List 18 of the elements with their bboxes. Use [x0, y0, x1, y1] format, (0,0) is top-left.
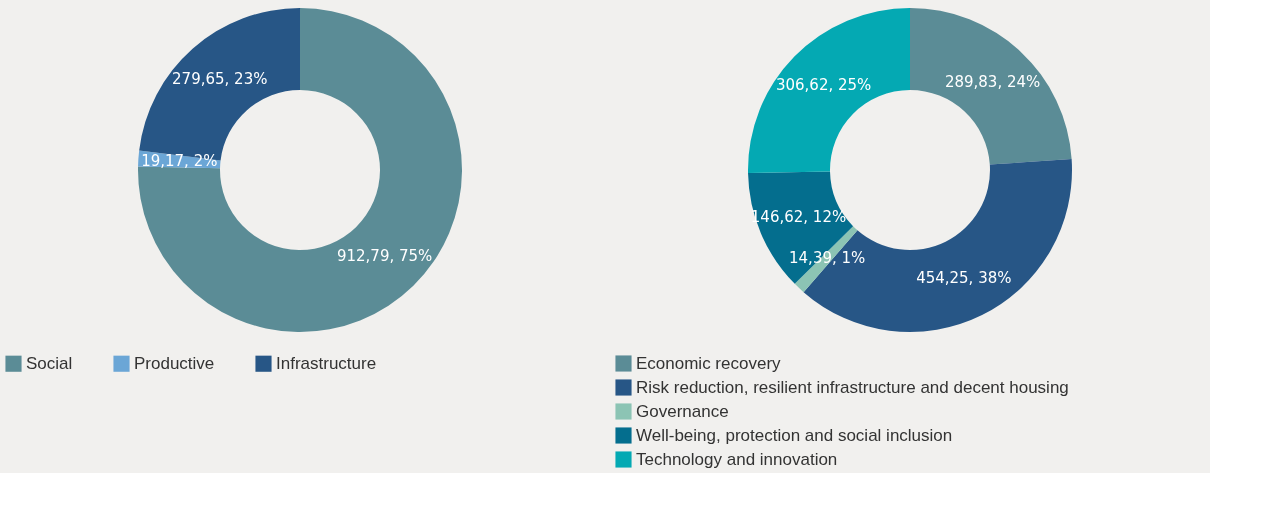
- donut-slice: [138, 8, 462, 332]
- data-label: 14,39, 1%: [789, 249, 866, 268]
- data-label: 289,83, 24%: [944, 72, 1041, 91]
- legend-label: Risk reduction, resilient infrastructure and decent housing: [636, 377, 1069, 397]
- legend-label: Well-being, protection and social inclusion: [636, 425, 953, 445]
- legend-label: Infrastructure: [276, 353, 377, 373]
- legend-label: Technology and innovation: [636, 449, 838, 469]
- data-label: 19,17, 2%: [141, 152, 218, 171]
- donut-slice: [910, 8, 1072, 165]
- legend-label: Productive: [134, 353, 215, 373]
- legend-label: Economic recovery: [636, 353, 782, 373]
- legend-label: Governance: [636, 401, 729, 421]
- data-label: 454,25, 38%: [916, 269, 1012, 288]
- data-label: 912,79, 75%: [336, 247, 433, 266]
- legend-label: Social: [26, 353, 73, 373]
- data-label: 306,62, 25%: [775, 76, 872, 95]
- donut-slice: [748, 8, 910, 174]
- data-label: 279,65, 23%: [172, 70, 268, 89]
